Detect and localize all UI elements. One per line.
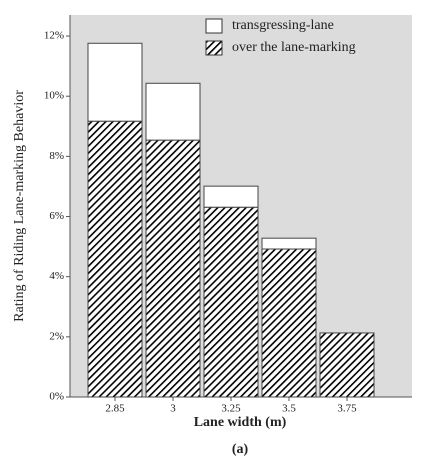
bar-segment [261,248,317,398]
x-tick-label: 3.25 [221,403,241,415]
x-tick-label: 3.5 [282,403,296,415]
x-tick-label: 3 [170,403,176,415]
bar-segment [145,82,201,141]
bar-segment [87,120,143,398]
x-tick-label: 3.75 [337,403,357,415]
y-tick-label: 12% [44,30,64,42]
y-tick-label: 10% [44,90,64,102]
legend-swatch [205,18,223,34]
y-tick-label: 2% [49,330,64,342]
x-tick-label: 2.85 [105,403,125,415]
bar-segment [261,237,317,250]
bar-segment [203,206,259,398]
y-tick-label: 0% [49,391,64,403]
bar-segment [87,42,143,122]
caption: (a) [232,442,249,457]
bar-segment [203,185,259,208]
y-tick-label: 6% [49,210,64,222]
legend-swatch [205,40,223,56]
y-tick-label: 4% [49,270,64,282]
y-tick-label: 8% [49,150,64,162]
x-axis-label: Lane width (m) [194,415,287,430]
y-axis-label: Rating of Riding Lane-marking Behavior [12,90,27,322]
bar-segment [319,332,375,398]
legend-label: transgressing-lane [232,18,334,33]
legend-label: over the lane-marking [232,40,356,55]
bar-segment [145,139,201,398]
